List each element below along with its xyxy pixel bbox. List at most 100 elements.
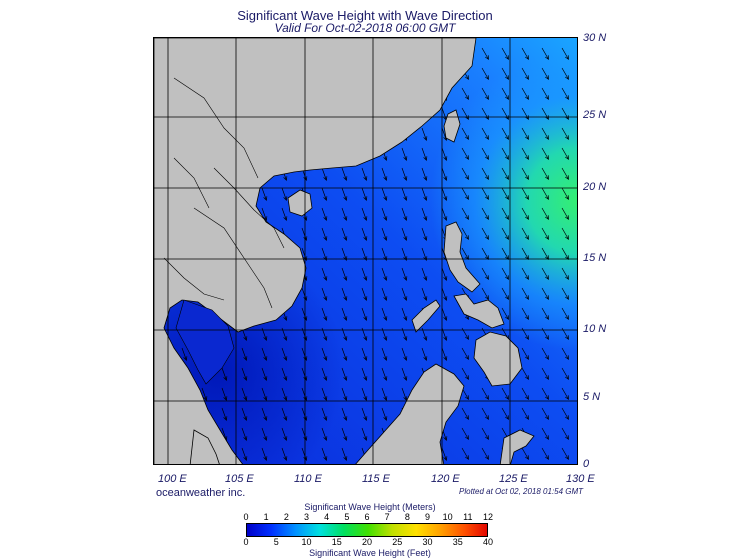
wave-arrow bbox=[461, 447, 469, 460]
wave-arrow bbox=[281, 427, 288, 441]
wave-arrow bbox=[381, 187, 388, 201]
wave-arrow bbox=[441, 207, 448, 221]
wave-arrow bbox=[301, 447, 308, 461]
wave-arrow bbox=[401, 147, 408, 161]
wave-arrow bbox=[561, 147, 569, 160]
wave-arrow bbox=[321, 167, 328, 181]
wave-arrow bbox=[301, 287, 308, 301]
wave-arrow bbox=[361, 367, 368, 381]
wave-arrow bbox=[201, 387, 208, 401]
wave-arrow bbox=[241, 367, 248, 381]
lat-label-25n: 25 N bbox=[583, 109, 607, 121]
legend-meters-tick-4: 4 bbox=[324, 512, 330, 522]
wave-arrow bbox=[461, 167, 469, 180]
legend-feet-title: Significant Wave Height (Feet) bbox=[309, 548, 431, 558]
wave-arrow bbox=[461, 187, 469, 200]
chart-title: Significant Wave Height with Wave Direct… bbox=[237, 8, 493, 23]
wave-arrow bbox=[521, 207, 529, 220]
wave-arrow bbox=[381, 207, 388, 221]
wave-arrow bbox=[541, 167, 549, 180]
wave-arrow bbox=[421, 147, 428, 161]
legend-meters-title: Significant Wave Height (Meters) bbox=[304, 502, 436, 512]
lat-label-30n: 30 N bbox=[583, 32, 607, 44]
wave-arrow bbox=[461, 367, 469, 380]
wave-arrow bbox=[501, 267, 509, 280]
wave-arrow bbox=[421, 247, 428, 261]
lat-label-0: 0 bbox=[583, 458, 590, 470]
wave-map-svg bbox=[154, 38, 577, 464]
wave-arrow bbox=[361, 207, 368, 221]
wave-arrow bbox=[481, 87, 489, 100]
wave-arrow bbox=[261, 447, 268, 461]
wave-arrow bbox=[381, 407, 388, 421]
wave-arrow bbox=[241, 427, 248, 441]
land-visayas bbox=[453, 293, 505, 329]
wave-arrow bbox=[421, 287, 428, 301]
wave-arrow bbox=[421, 187, 428, 201]
wave-arrow bbox=[541, 47, 549, 60]
wave-arrow bbox=[481, 47, 489, 60]
wave-arrow bbox=[481, 267, 489, 280]
wave-arrow bbox=[521, 347, 529, 360]
plotted-timestamp: Plotted at Oct 02, 2018 01:54 GMT bbox=[459, 487, 584, 496]
wave-arrow bbox=[261, 187, 268, 201]
land-asia-mainland bbox=[154, 38, 477, 464]
wave-arrow bbox=[401, 187, 408, 201]
wave-arrow bbox=[501, 287, 509, 300]
wave-arrow bbox=[421, 167, 428, 181]
wave-arrow bbox=[301, 367, 308, 381]
wave-arrow bbox=[561, 347, 569, 360]
wave-arrow bbox=[561, 207, 569, 220]
wave-arrow bbox=[401, 167, 408, 181]
legend-meters-tick-0: 0 bbox=[243, 512, 249, 522]
legend-meters-tick-6: 6 bbox=[364, 512, 370, 522]
lat-label-5n: 5 N bbox=[583, 391, 601, 403]
gulf-of-thailand bbox=[175, 299, 235, 385]
wave-arrow bbox=[281, 447, 288, 461]
wave-arrow bbox=[501, 227, 509, 240]
wave-arrow bbox=[481, 207, 489, 220]
wave-arrow bbox=[501, 127, 509, 140]
wave-arrow bbox=[341, 187, 348, 201]
wave-arrow bbox=[561, 227, 569, 240]
legend-feet-tick-3: 15 bbox=[331, 537, 342, 547]
wave-arrow bbox=[481, 387, 489, 400]
lon-label-125e: 125 E bbox=[499, 473, 528, 485]
wave-arrow bbox=[521, 447, 529, 460]
wave-arrow bbox=[501, 187, 509, 200]
wave-arrow bbox=[441, 187, 448, 201]
wave-arrow bbox=[261, 387, 268, 401]
land-hainan bbox=[287, 189, 313, 217]
wave-arrow bbox=[381, 287, 388, 301]
wave-arrow bbox=[561, 407, 569, 420]
legend-meters-tick-8: 8 bbox=[404, 512, 410, 522]
country-borders bbox=[163, 77, 285, 309]
wave-arrow bbox=[361, 347, 368, 361]
wave-arrow bbox=[561, 267, 569, 280]
wave-arrow bbox=[321, 347, 328, 361]
wave-arrow bbox=[361, 387, 368, 401]
legend-meters-tick-1: 1 bbox=[263, 512, 269, 522]
wave-arrow bbox=[381, 227, 388, 241]
wave-arrow bbox=[481, 187, 489, 200]
wave-arrow bbox=[361, 227, 368, 241]
lon-label-115e: 115 E bbox=[362, 473, 390, 485]
wave-arrow bbox=[301, 387, 308, 401]
wave-arrow bbox=[421, 227, 428, 241]
wave-arrow bbox=[321, 367, 328, 381]
wave-arrow bbox=[221, 367, 228, 381]
wave-arrow bbox=[401, 307, 408, 321]
wave-arrow bbox=[521, 167, 529, 180]
wave-arrow bbox=[461, 127, 469, 140]
wave-arrow bbox=[561, 307, 569, 320]
wave-arrow bbox=[481, 427, 489, 440]
wave-arrow bbox=[281, 407, 288, 421]
brand-label: oceanweather inc. bbox=[156, 487, 246, 499]
wave-arrow bbox=[541, 407, 549, 420]
wave-arrow bbox=[381, 307, 388, 321]
wave-arrow bbox=[321, 387, 328, 401]
wave-arrow bbox=[181, 347, 188, 361]
wave-arrow bbox=[541, 307, 549, 320]
land-borneo bbox=[355, 363, 465, 464]
legend-feet-tick-8: 40 bbox=[482, 537, 494, 547]
